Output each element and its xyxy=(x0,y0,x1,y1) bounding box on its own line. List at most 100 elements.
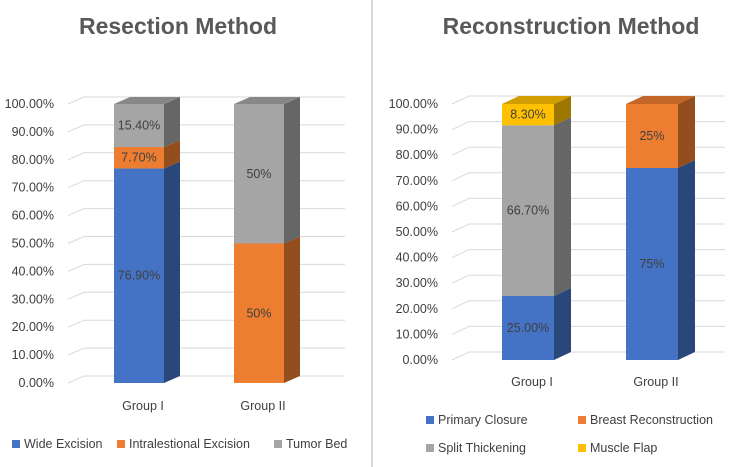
bar-front xyxy=(234,243,284,383)
legend-item-intralestional-excision: Intralestional Excision xyxy=(117,437,250,451)
data-label: 50% xyxy=(246,167,271,181)
legend-swatch xyxy=(117,440,125,448)
legend-item-tumor-bed: Tumor Bed xyxy=(274,437,347,451)
y-tick-label: 90.00% xyxy=(396,123,438,137)
bar-front xyxy=(114,104,164,147)
x-tick-label: Group I xyxy=(511,375,553,389)
legend-item-wide-excision: Wide Excision xyxy=(12,437,103,451)
y-tick-label: 90.00% xyxy=(12,125,54,139)
bar-front xyxy=(502,104,554,126)
gridline xyxy=(67,152,345,161)
gridline xyxy=(67,347,345,356)
bar-side xyxy=(678,160,695,360)
legend-swatch xyxy=(578,444,586,452)
bar-front xyxy=(234,104,284,244)
legend-label: Breast Reconstruction xyxy=(590,413,713,427)
gridline xyxy=(67,236,345,244)
data-label: 25% xyxy=(639,129,664,143)
bar-top xyxy=(234,97,300,104)
bar-front xyxy=(502,296,554,360)
resection-method-chart: Resection Method 0.00% 10.00% 20.00% 30.00%… xyxy=(5,13,348,451)
bar-segment-tumor-bed xyxy=(114,97,180,147)
legend-label: Wide Excision xyxy=(24,437,103,451)
y-tick-label: 80.00% xyxy=(396,148,438,162)
legend-swatch xyxy=(12,440,20,448)
legend-swatch xyxy=(274,440,282,448)
y-tick-label: 100.00% xyxy=(389,97,438,111)
y-tick-label: 70.00% xyxy=(396,174,438,188)
bar-top xyxy=(114,97,180,104)
legend-swatch xyxy=(426,444,434,452)
bar-segment-breast-reconstruction xyxy=(626,96,695,168)
data-label: 50% xyxy=(246,306,271,320)
y-tick-label: 0.00% xyxy=(19,376,54,390)
legend-item-muscle-flap: Muscle Flap xyxy=(578,441,657,455)
bar-side xyxy=(554,117,571,296)
data-label: 66.70% xyxy=(507,204,549,218)
gridline xyxy=(67,263,345,272)
bar-front xyxy=(626,168,678,360)
gridline xyxy=(67,180,345,189)
x-tick-label: Group II xyxy=(240,399,285,413)
gridline xyxy=(67,96,345,105)
legend-label: Intralestional Excision xyxy=(129,437,250,451)
y-tick-label: 30.00% xyxy=(12,292,54,306)
reconstruction-method-chart: Reconstruction Method 0.00% 10.00% 20.00% 3… xyxy=(389,13,725,455)
x-tick-label: Group I xyxy=(122,399,164,413)
bar-segment-split-thickening xyxy=(502,117,571,296)
bar-front xyxy=(502,125,554,296)
gridline xyxy=(67,291,345,300)
data-label: 8.30% xyxy=(510,108,545,122)
bar-side xyxy=(554,96,571,126)
gridline xyxy=(67,375,345,384)
bar-segment-primary-closure xyxy=(626,160,695,360)
y-tick-label: 40.00% xyxy=(396,251,438,265)
bar-side xyxy=(284,97,300,244)
bar-side xyxy=(164,161,180,383)
gridline xyxy=(451,95,725,105)
bar-front xyxy=(626,104,678,168)
bar-segment-tumor-bed xyxy=(234,97,300,244)
legend-label: Muscle Flap xyxy=(590,441,657,455)
y-tick-label: 80.00% xyxy=(12,153,54,167)
y-tick-label: 100.00% xyxy=(5,97,54,111)
chart-title: Resection Method xyxy=(79,13,277,39)
bar-segment-intralestional-excision xyxy=(114,139,180,169)
bar-side xyxy=(678,96,695,168)
bar-side xyxy=(164,97,180,147)
gridline xyxy=(67,319,345,328)
data-label: 75% xyxy=(639,257,664,271)
data-label: 25.00% xyxy=(507,321,549,335)
chart-title: Reconstruction Method xyxy=(443,13,700,39)
data-label: 76.90% xyxy=(118,269,160,283)
y-tick-label: 60.00% xyxy=(396,199,438,213)
y-tick-label: 60.00% xyxy=(12,209,54,223)
legend-label: Split Thickening xyxy=(438,441,526,455)
gridline xyxy=(67,208,345,217)
y-tick-label: 30.00% xyxy=(396,276,438,290)
bar-top xyxy=(626,96,695,104)
legend-item-breast-reconstruction: Breast Reconstruction xyxy=(578,413,713,427)
bar-side xyxy=(164,139,180,169)
y-tick-label: 20.00% xyxy=(12,320,54,334)
bar-segment-primary-closure xyxy=(502,288,571,360)
legend-item-primary-closure: Primary Closure xyxy=(426,413,528,427)
y-tick-label: 40.00% xyxy=(12,264,54,278)
y-tick-label: 70.00% xyxy=(12,181,54,195)
bar-front xyxy=(114,146,164,169)
y-tick-label: 0.00% xyxy=(403,353,438,367)
y-tick-label: 10.00% xyxy=(12,348,54,362)
legend-item-split-thickening: Split Thickening xyxy=(426,441,526,455)
y-tick-label: 50.00% xyxy=(396,225,438,239)
data-label: 15.40% xyxy=(118,118,160,132)
legend-label: Tumor Bed xyxy=(286,437,347,451)
x-tick-label: Group II xyxy=(633,375,678,389)
legend-label: Primary Closure xyxy=(438,413,528,427)
bar-segment-intralestional-excision xyxy=(234,236,300,383)
legend-swatch xyxy=(578,416,586,424)
bar-top xyxy=(502,96,571,104)
y-tick-label: 50.00% xyxy=(12,237,54,251)
gridline xyxy=(67,124,345,133)
y-tick-label: 20.00% xyxy=(396,302,438,316)
